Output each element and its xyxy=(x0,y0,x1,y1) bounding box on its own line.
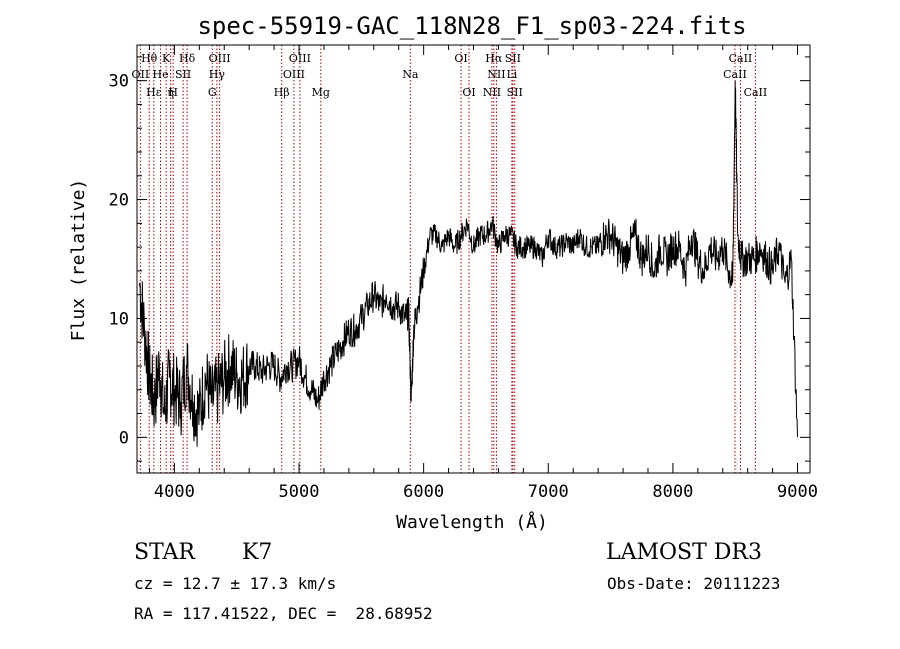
subclass: K7 xyxy=(242,540,273,565)
spectrum-series xyxy=(139,80,798,447)
x-tick-label: 8000 xyxy=(652,482,693,502)
spectral-line-label: He xyxy=(153,68,169,81)
spectral-line-label: OI xyxy=(462,86,475,99)
spectral-line-label: OI xyxy=(454,52,467,65)
spectral-line-label: CaII xyxy=(729,52,753,65)
spectral-line-label: Hα xyxy=(485,52,503,65)
x-axis-label: Wavelength (Å) xyxy=(396,511,548,533)
spectral-line-label: OIII xyxy=(283,68,305,81)
spectral-line-label: η xyxy=(167,86,174,99)
spectral-line-label: Na xyxy=(402,68,419,81)
spectral-line-labels: Hθ OII Hε K He ηH Hδ SII OIII Hγ G OIII OIII Hβ Mg Na OI… xyxy=(132,52,768,99)
spectral-line-label: CaII xyxy=(723,68,747,81)
spectral-line-label: H xyxy=(168,86,178,99)
redshift-value: cz = 12.7 ± 17.3 km/s xyxy=(134,574,337,593)
spectral-line-label: Hδ xyxy=(179,52,196,65)
x-tick-label: 4000 xyxy=(154,482,195,502)
x-tick-label: 9000 xyxy=(777,482,818,502)
spectral-line-label: Mg xyxy=(312,86,330,99)
x-tick-label: 7000 xyxy=(528,482,569,502)
spectral-line-label: Hγ xyxy=(209,68,226,81)
spectral-line-label: OII xyxy=(132,68,150,81)
y-tick-label: 0 xyxy=(119,428,129,448)
y-tick-label: 30 xyxy=(109,72,129,92)
spectral-line-label: CaII xyxy=(744,86,768,99)
spectral-line-label: Hε xyxy=(146,86,162,99)
spectral-line-label: NII xyxy=(483,86,501,99)
spectral-line-label: Hθ xyxy=(141,52,158,65)
y-tick-label: 10 xyxy=(109,309,129,329)
spectral-line-label: NII xyxy=(487,68,505,81)
y-tick-label: 20 xyxy=(109,191,129,211)
spectral-line-label: G xyxy=(208,86,217,99)
spectral-line-label: OIII xyxy=(209,52,231,65)
spectral-line-label: OIII xyxy=(289,52,311,65)
spectral-line-label: Hβ xyxy=(274,86,290,99)
survey-name: LAMOST DR3 xyxy=(606,540,762,565)
spectral-line-label: Li xyxy=(506,68,517,81)
chart-title: spec-55919-GAC_118N28_F1_sp03-224.fits xyxy=(197,12,746,40)
spectral-line-label: SII xyxy=(505,52,521,65)
coordinates: RA = 117.41522, DEC = 28.68952 xyxy=(134,604,433,623)
spectral-line-label: SII xyxy=(507,86,523,99)
y-axis-label: Flux (relative) xyxy=(68,179,89,342)
x-axis-ticks: 4000 5000 6000 7000 8000 9000 xyxy=(148,45,818,502)
spectral-line-label: K xyxy=(162,52,171,65)
obs-date: Obs-Date: 20111223 xyxy=(607,574,781,593)
y-axis-ticks: 0 10 20 30 xyxy=(109,56,810,462)
object-type: STAR xyxy=(134,540,195,565)
x-tick-label: 5000 xyxy=(279,482,320,502)
spectral-line-markers xyxy=(139,45,756,473)
spectral-line-label: SII xyxy=(175,68,191,81)
x-tick-label: 6000 xyxy=(403,482,444,502)
